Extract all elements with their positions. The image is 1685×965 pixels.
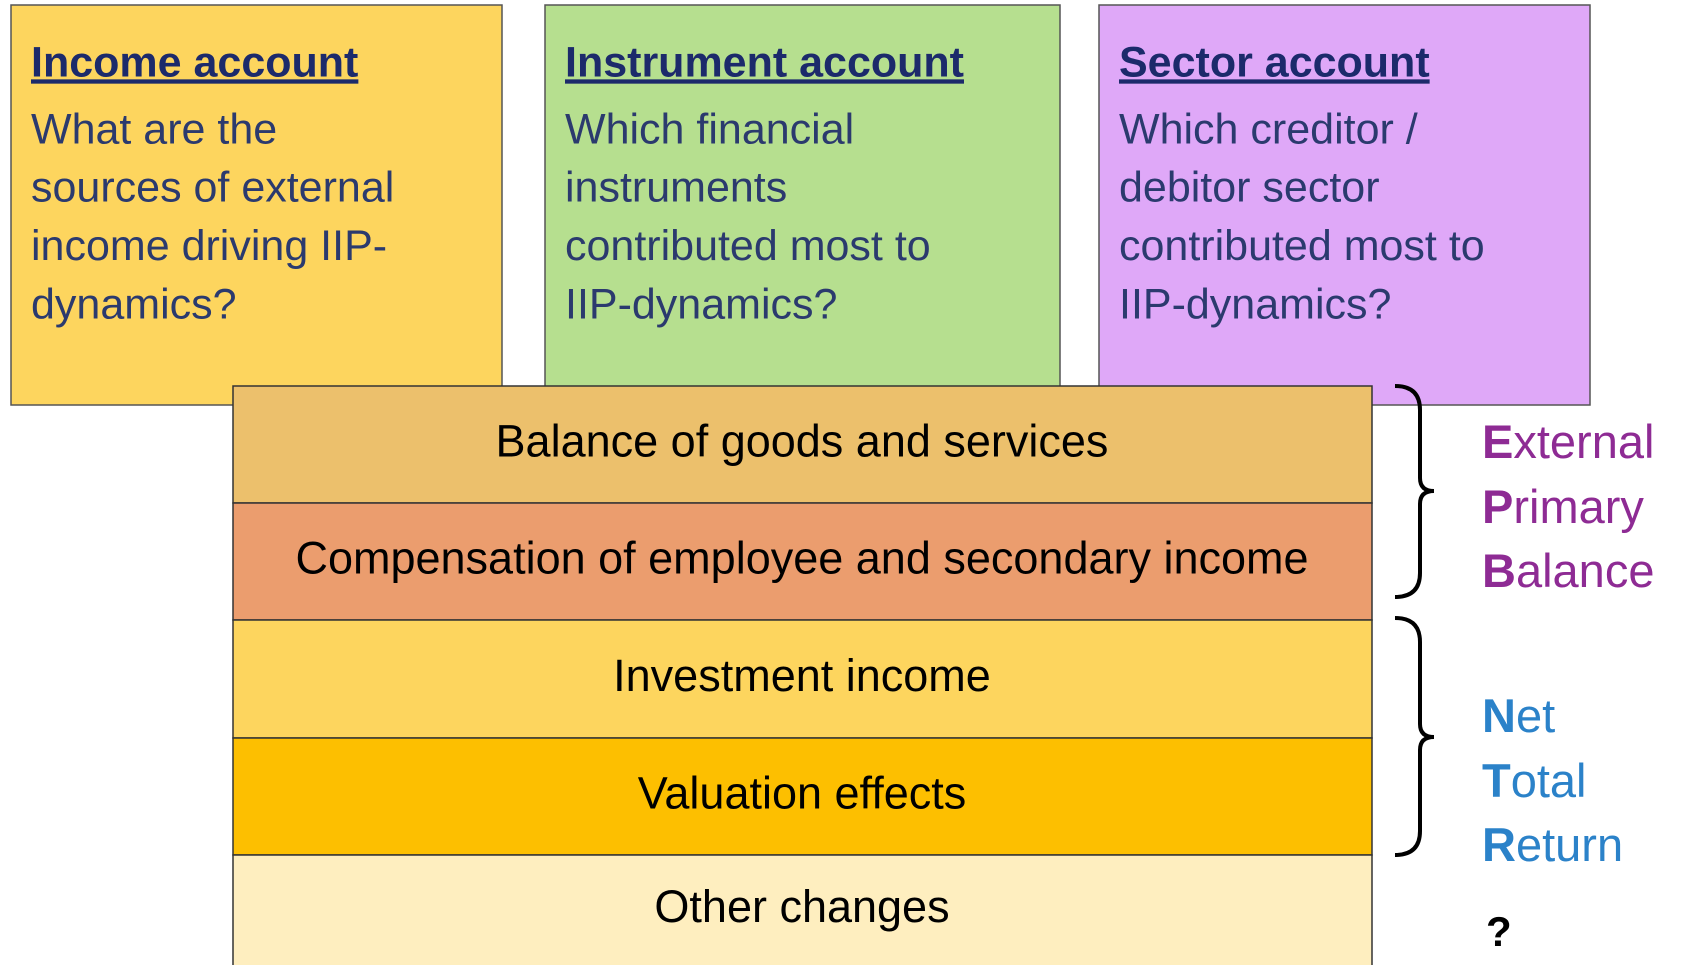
word-rest: rimary [1513,480,1644,533]
account-question: debitor sector [1119,164,1380,212]
group-word: External [1482,415,1654,468]
layer-row [232,385,1373,504]
layers: Balance of goods and services Compensatio… [232,385,1373,965]
account-question: dynamics? [31,280,237,328]
income-box [10,4,503,406]
group-word: Return [1482,818,1623,871]
layer-label: Investment income [613,650,991,701]
instrument-box [544,4,1061,406]
layer-label: Compensation of employee and secondary i… [295,532,1308,583]
account-question: Which creditor / [1119,105,1418,153]
layer-row [232,502,1373,621]
account-question: instruments [565,164,787,212]
account-question: income driving IIP- [31,222,387,270]
account-texts: Income account What are the sources of ext… [31,38,1485,328]
account-title: Income account [31,38,358,86]
layer-label: Valuation effects [638,767,967,818]
word-initial: R [1482,818,1516,871]
account-question: What are the [31,105,277,153]
unknown-label: ? [1486,908,1512,955]
account-question: Which financial [565,105,854,153]
bracket [1394,616,1435,857]
word-initial: N [1482,689,1516,742]
account-question: contributed most to [1119,222,1485,270]
account-question: sources of external [31,164,394,212]
word-rest: eturn [1516,818,1623,871]
account-title: Instrument account [565,38,964,86]
layer-row [232,619,1373,739]
layer-label: Balance of goods and services [496,415,1109,466]
layer-row [232,737,1373,856]
word-initial: B [1482,544,1516,597]
word-rest: et [1516,689,1555,742]
group-word: Balance [1482,544,1654,597]
group-word: Net [1482,689,1555,742]
sector-box [1098,4,1591,406]
account-question: contributed most to [565,222,931,270]
word-initial: E [1482,415,1513,468]
group-word: Total [1482,754,1587,807]
word-initial: T [1482,754,1511,807]
layer-row [232,854,1373,965]
word-initial: P [1482,480,1513,533]
word-rest: otal [1511,754,1587,807]
group-word: Primary [1482,480,1644,533]
account-question: IIP-dynamics? [565,280,837,328]
layer-label: Other changes [654,881,949,932]
word-rest: alance [1516,544,1655,597]
account-question: IIP-dynamics? [1119,280,1391,328]
word-rest: xternal [1513,415,1654,468]
account-boxes [10,4,1591,406]
account-title: Sector account [1119,38,1430,86]
bracket [1394,384,1435,599]
brackets [1394,384,1435,857]
